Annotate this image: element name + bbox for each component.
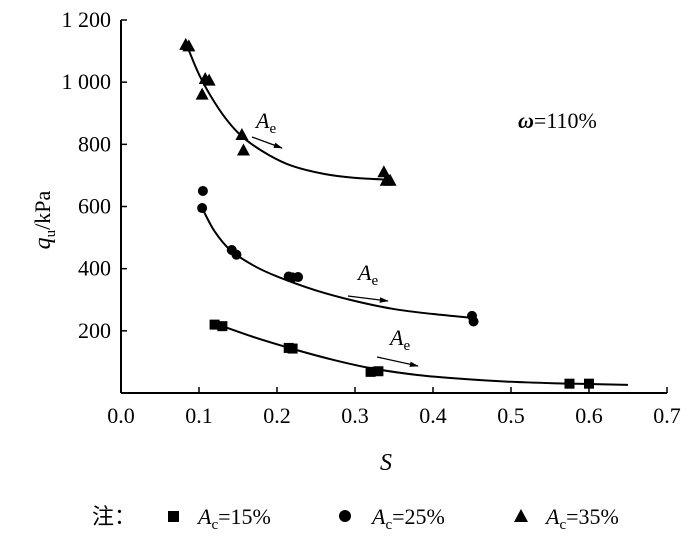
data-point-circle [468, 316, 479, 327]
legend-marker-square [168, 511, 179, 522]
data-point-square [584, 378, 594, 389]
data-point-circle [197, 203, 208, 214]
y-tick-label: 1 000 [62, 69, 112, 94]
y-tick-label: 1 200 [62, 7, 112, 32]
data-point-circle [231, 249, 242, 260]
fit-curve-series-0 [222, 325, 629, 386]
x-tick-label: 0.1 [185, 403, 213, 428]
arrow-annotation-35: Ae [251, 108, 283, 149]
x-tick-label: 0.3 [341, 403, 369, 428]
data-point-square [365, 366, 376, 377]
omega-symbol: ω [518, 108, 534, 133]
y-axis-title-unit: /kPa [30, 190, 55, 229]
data-point-square [209, 319, 220, 330]
data-point-square [373, 366, 384, 377]
fit-curve-series-2 [186, 46, 391, 181]
svg-text:qu/kPa: qu/kPa [30, 190, 59, 249]
data-point-circle [197, 185, 208, 196]
legend-item-35: Ac=35% [544, 504, 619, 533]
legend-marker-circle [339, 510, 351, 522]
arrow-annotation-15: Ae [376, 325, 419, 367]
y-tick-label: 800 [78, 131, 111, 156]
arrow-annotation-25: Ae [347, 260, 389, 303]
data-point-triangle [182, 39, 196, 52]
omega-annotation: ω=110% [518, 108, 597, 133]
svg-text:Ae: Ae [356, 260, 378, 289]
y-axis-title-main: q [30, 237, 56, 249]
legend-item-15: Ac=15% [196, 504, 271, 533]
fit-curves [186, 46, 629, 386]
data-point-triangle [202, 73, 216, 86]
y-tick-label: 200 [78, 318, 111, 343]
x-tick-label: 0.7 [653, 403, 681, 428]
data-point-triangle [235, 128, 249, 141]
y-axis-title: qu/kPa [30, 190, 59, 249]
data-point-square [217, 321, 228, 332]
fit-curve-series-1 [202, 209, 473, 319]
x-axis-ticks: 0.0 0.1 0.2 0.3 0.4 0.5 0.6 0.7 [107, 387, 681, 428]
data-point-square [564, 378, 575, 389]
y-axis-ticks: 200 400 600 800 1 000 1 200 [62, 7, 127, 343]
svg-text:Ae: Ae [388, 325, 410, 354]
data-point-triangle [236, 143, 250, 156]
x-tick-label: 0.5 [497, 403, 525, 428]
data-points [179, 37, 594, 389]
data-point-square [287, 343, 298, 354]
y-tick-label: 400 [78, 256, 111, 281]
legend: 注： Ac=15% Ac=25% Ac=35% [92, 504, 619, 533]
svg-text:Ae: Ae [254, 108, 276, 137]
y-tick-label: 600 [78, 194, 111, 219]
data-point-triangle [377, 165, 391, 178]
legend-marker-triangle [514, 509, 528, 522]
x-tick-label: 0.4 [419, 403, 447, 428]
legend-item-25: Ac=25% [370, 504, 445, 533]
x-tick-label: 0.6 [575, 403, 603, 428]
data-point-circle [293, 272, 304, 283]
data-point-triangle [383, 173, 397, 186]
legend-prefix: 注： [92, 504, 136, 529]
x-tick-label: 0.0 [107, 403, 135, 428]
x-tick-label: 0.2 [263, 403, 291, 428]
data-point-triangle [195, 87, 209, 100]
y-axis-title-sub: u [43, 229, 59, 237]
x-axis-title: S [380, 450, 392, 476]
omega-value: =110% [534, 108, 597, 133]
